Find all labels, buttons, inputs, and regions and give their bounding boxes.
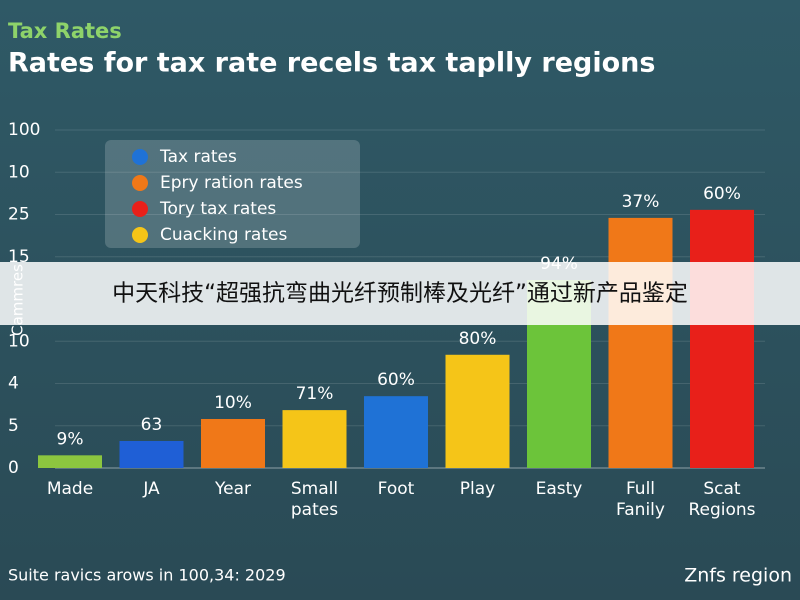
x-tick-label: Year — [214, 479, 251, 499]
bar-annotation: 9% — [57, 429, 84, 449]
legend-box — [105, 140, 360, 248]
legend-label: Tory tax rates — [159, 199, 276, 219]
bar — [608, 217, 673, 468]
footer-right: Znfs region — [684, 565, 792, 587]
bar — [201, 418, 265, 468]
chart-title: Tax Rates — [8, 19, 122, 43]
x-tick-label: Fanily — [616, 500, 665, 520]
x-tick-label: Small — [291, 479, 338, 499]
legend-label: Tax rates — [159, 147, 237, 167]
bar — [364, 396, 428, 468]
bar-annotation: 71% — [296, 384, 334, 404]
x-tick-label: Scat — [703, 479, 741, 499]
bar-annotation: 10% — [214, 393, 252, 413]
legend-swatch — [132, 149, 148, 165]
legend-swatch — [132, 227, 148, 243]
bar-annotation: 63 — [141, 415, 163, 435]
y-tick-label: 15 — [8, 247, 30, 267]
bar-annotation: 60% — [377, 370, 415, 390]
x-tick-label: Foot — [378, 479, 415, 499]
legend-swatch — [132, 175, 148, 191]
legend-swatch — [132, 201, 148, 217]
plot: 0 5 4 10 15 25 10 100 Tax rates Epry ration rates… — [8, 120, 765, 520]
x-tick-label: Regions — [688, 500, 755, 520]
y-tick-label: 10 — [8, 331, 30, 351]
x-tick-label: Play — [460, 479, 495, 499]
y-tick-label: 0 — [8, 458, 19, 478]
legend-label: Cuacking rates — [160, 225, 287, 245]
bar — [690, 209, 754, 469]
bar-annotation: 37% — [622, 192, 660, 212]
bar — [38, 455, 102, 468]
footer-left: Suite ravics arows in 100,34: 2029 — [8, 566, 286, 585]
banner-text: 中天科技“超强抗弯曲光纤预制棒及光纤”通过新产品鉴定 — [112, 281, 688, 307]
legend-label: Epry ration rates — [160, 173, 303, 193]
banner — [0, 262, 800, 325]
bar — [119, 440, 184, 468]
chart-subtitle: Rates for tax rate recels tax taplly reg… — [8, 48, 655, 79]
bar-annotation: 80% — [459, 329, 497, 349]
y-tick-label: 25 — [8, 205, 30, 225]
y-tick-label: 4 — [8, 374, 19, 394]
x-tick-label: Full — [626, 479, 655, 499]
y-tick-label: 100 — [8, 120, 40, 140]
x-tick-label: pates — [291, 500, 338, 520]
x-tick-label: Made — [47, 479, 93, 499]
bar-annotation: 60% — [703, 184, 741, 204]
y-tick-label: 10 — [8, 162, 30, 182]
y-tick-label: 5 — [8, 416, 19, 436]
x-tick-label: JA — [142, 479, 160, 499]
x-tick-label: Easty — [536, 479, 583, 499]
bar — [445, 354, 510, 468]
bar — [282, 410, 347, 468]
